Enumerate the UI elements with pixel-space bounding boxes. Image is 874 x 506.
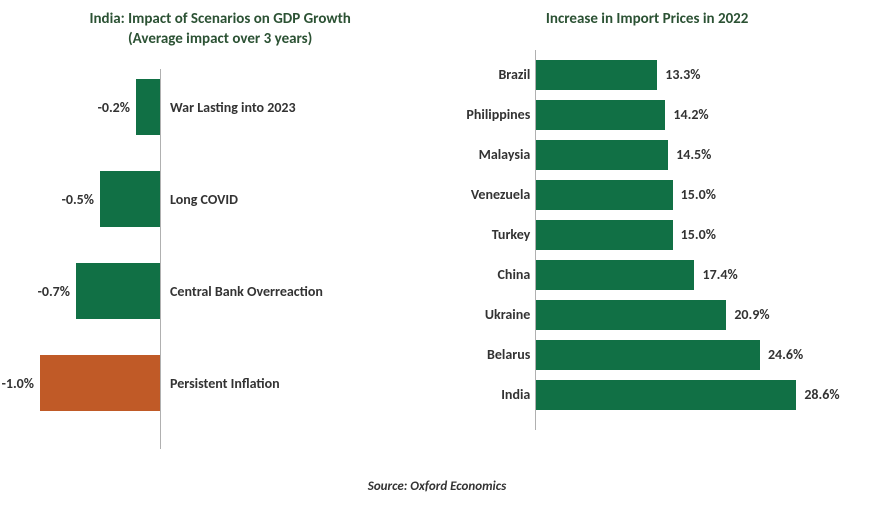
right-chart-label: Venezuela bbox=[471, 186, 530, 203]
left-chart-label: Persistent Inflation bbox=[170, 375, 280, 392]
right-chart-bar bbox=[536, 380, 796, 410]
left-chart-area: -0.2% War Lasting into 2023 -0.5% Long COVI… bbox=[20, 69, 420, 449]
right-chart-row: Belarus 24.6% bbox=[440, 340, 854, 370]
right-chart-bar bbox=[536, 180, 672, 210]
right-chart-row: Ukraine 20.9% bbox=[440, 300, 854, 330]
right-chart-value: 15.0% bbox=[681, 186, 716, 203]
title-line: India: Impact of Scenarios on GDP Growth bbox=[89, 10, 350, 28]
left-chart-label: War Lasting into 2023 bbox=[170, 99, 296, 116]
right-chart-value: 13.3% bbox=[665, 66, 700, 83]
left-chart-row: -0.5% Long COVID bbox=[20, 171, 420, 227]
left-chart-bar bbox=[136, 79, 160, 135]
right-chart-row: Venezuela 15.0% bbox=[440, 180, 854, 210]
right-chart-row: Turkey 15.0% bbox=[440, 220, 854, 250]
right-chart-row: Brazil 13.3% bbox=[440, 60, 854, 90]
right-chart-label: China bbox=[498, 266, 531, 283]
right-chart-label: Brazil bbox=[498, 66, 530, 83]
left-chart-bar bbox=[40, 355, 160, 411]
right-chart-bar bbox=[536, 300, 726, 330]
right-chart-value: 24.6% bbox=[768, 346, 803, 363]
source-attribution: Source: Oxford Economics bbox=[0, 479, 874, 494]
right-chart-area: Brazil 13.3% Philippines 14.2% Malaysia 14.5%… bbox=[440, 50, 854, 430]
right-chart-row: Malaysia 14.5% bbox=[440, 140, 854, 170]
left-chart-value: -1.0% bbox=[2, 375, 34, 392]
right-chart-bar bbox=[536, 100, 665, 130]
right-chart-label: Turkey bbox=[492, 226, 531, 243]
left-chart-label: Long COVID bbox=[170, 191, 238, 208]
left-chart-row: -1.0%Persistent Inflation bbox=[20, 355, 420, 411]
left-chart-value: -0.5% bbox=[62, 191, 94, 208]
left-chart-title: India: Impact of Scenarios on GDP Growth… bbox=[20, 10, 420, 49]
right-chart-row: Philippines 14.2% bbox=[440, 100, 854, 130]
right-chart-value: 20.9% bbox=[734, 306, 769, 323]
right-chart-panel: Increase in Import Prices in 2022 Brazil… bbox=[420, 10, 854, 460]
right-chart-label: Belarus bbox=[487, 346, 530, 363]
right-chart-row: China 17.4% bbox=[440, 260, 854, 290]
right-chart-row: India 28.6% bbox=[440, 380, 854, 410]
right-chart-label: Ukraine bbox=[485, 306, 530, 323]
right-chart-bar bbox=[536, 340, 760, 370]
left-chart-panel: India: Impact of Scenarios on GDP Growth… bbox=[20, 10, 420, 460]
title-line: (Average impact over 3 years) bbox=[128, 30, 312, 48]
right-chart-title: Increase in Import Prices in 2022 bbox=[440, 10, 854, 30]
left-chart-value: -0.7% bbox=[38, 283, 70, 300]
right-chart-bar bbox=[536, 260, 694, 290]
left-chart-row: -0.2% War Lasting into 2023 bbox=[20, 79, 420, 135]
left-chart-value: -0.2% bbox=[98, 99, 130, 116]
left-chart-bar bbox=[100, 171, 160, 227]
right-chart-label: India bbox=[501, 386, 530, 403]
right-chart-value: 28.6% bbox=[804, 386, 839, 403]
charts-container: India: Impact of Scenarios on GDP Growth… bbox=[0, 0, 874, 460]
right-chart-value: 14.2% bbox=[673, 106, 708, 123]
left-chart-bar bbox=[76, 263, 160, 319]
left-chart-label: Central Bank Overreaction bbox=[170, 283, 323, 300]
right-chart-label: Malaysia bbox=[479, 146, 531, 163]
right-chart-bar bbox=[536, 140, 668, 170]
right-chart-bar bbox=[536, 220, 672, 250]
right-chart-value: 14.5% bbox=[676, 146, 711, 163]
right-chart-value: 17.4% bbox=[702, 266, 737, 283]
right-chart-label: Philippines bbox=[466, 106, 530, 123]
left-chart-row: -0.7% Central Bank Overreaction bbox=[20, 263, 420, 319]
right-chart-value: 15.0% bbox=[681, 226, 716, 243]
right-chart-bar bbox=[536, 60, 657, 90]
